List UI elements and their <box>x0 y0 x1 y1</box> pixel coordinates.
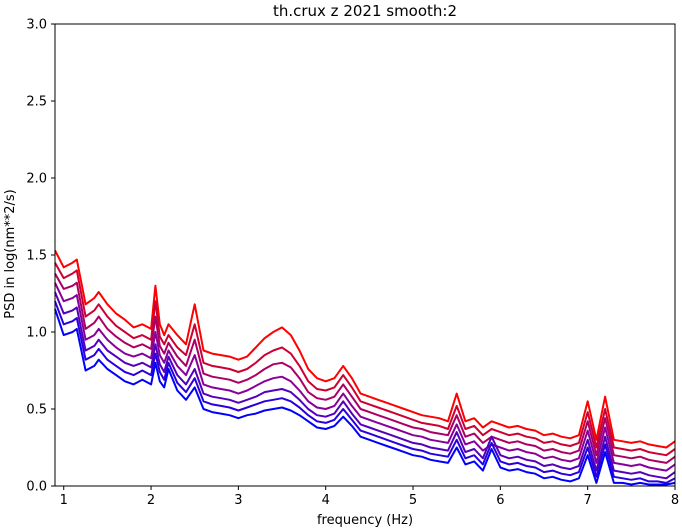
y-tick-label: 2.0 <box>26 172 47 187</box>
series-line-3 <box>54 273 676 464</box>
series-line-4 <box>54 282 676 472</box>
x-tick-label: 8 <box>671 493 679 508</box>
series-line-7 <box>54 308 676 486</box>
x-tick-label: 4 <box>322 493 330 508</box>
ticks-layer: 1 2 3 4 5 6 7 8 0.0 0.5 1.0 1.5 2.0 2.5 3.0 <box>26 18 679 509</box>
x-tick-label: 6 <box>496 493 504 508</box>
y-tick-label: 1.0 <box>26 326 47 341</box>
x-axis-title: frequency (Hz) <box>317 513 413 528</box>
x-tick-label: 5 <box>409 493 417 508</box>
x-tick-label: 2 <box>147 493 155 508</box>
x-tick-label: 1 <box>60 493 68 508</box>
chart-title: th.crux z 2021 smooth:2 <box>273 2 457 20</box>
series-line-5 <box>54 291 676 480</box>
series-line-6 <box>54 300 676 484</box>
x-tick-label: 7 <box>584 493 592 508</box>
y-tick-label: 3.0 <box>26 18 47 33</box>
y-tick-label: 0.0 <box>26 480 47 495</box>
y-axis-title: PSD in log(nm**2/s) <box>3 189 18 319</box>
y-tick-label: 1.5 <box>26 249 47 264</box>
series-line-1 <box>54 249 676 449</box>
series-layer <box>54 249 676 486</box>
y-tick-label: 2.5 <box>26 95 47 110</box>
y-tick-label: 0.5 <box>26 403 47 418</box>
x-tick-label: 3 <box>234 493 242 508</box>
series-line-2 <box>54 262 676 457</box>
